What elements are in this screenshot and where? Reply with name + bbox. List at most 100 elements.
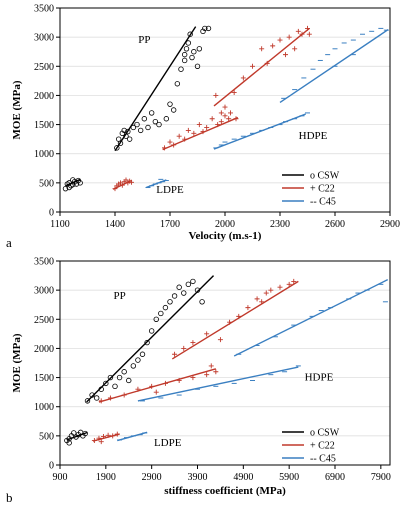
series-group-pp-csw xyxy=(84,275,215,404)
data-point xyxy=(153,316,159,322)
data-point xyxy=(204,124,210,130)
plot-area xyxy=(59,260,391,466)
data-point xyxy=(62,185,69,192)
data-point xyxy=(98,439,104,445)
data-point xyxy=(66,440,72,446)
data-point xyxy=(148,328,155,334)
trend-line xyxy=(92,433,120,442)
x-tick-label: 1700 xyxy=(160,219,180,230)
y-tick-label: 2000 xyxy=(34,344,54,355)
data-point xyxy=(107,374,114,381)
data-point xyxy=(148,110,155,116)
data-point xyxy=(222,104,228,110)
trend-line xyxy=(213,27,310,107)
data-point xyxy=(167,299,173,305)
x-tick-label: 1900 xyxy=(96,472,116,483)
x-tick-label: 2900 xyxy=(142,472,162,483)
data-point xyxy=(263,290,269,296)
data-point xyxy=(156,121,162,128)
data-point xyxy=(144,339,150,346)
panel-a: 0 500 1000 1500 2000 2500 3000 3500 1100 1400 1700… xyxy=(6,4,400,251)
data-point xyxy=(139,351,146,357)
series-group-hdpe-c22 xyxy=(98,363,219,404)
data-point xyxy=(141,116,148,122)
data-point xyxy=(153,389,159,395)
y-tick-label: 1000 xyxy=(34,149,54,160)
data-point xyxy=(185,40,192,46)
y-tick-label: 3000 xyxy=(34,33,54,44)
data-point xyxy=(125,128,131,135)
data-point xyxy=(208,363,214,369)
data-point xyxy=(176,133,182,139)
trend-line xyxy=(145,179,167,189)
legend-label: + C22 xyxy=(310,184,335,195)
data-point xyxy=(135,357,141,363)
data-point xyxy=(259,46,265,52)
data-point xyxy=(213,92,219,98)
data-point xyxy=(196,46,203,52)
y-tick-label: 2000 xyxy=(34,91,54,102)
data-point xyxy=(306,31,312,37)
y-tick-label: 3500 xyxy=(34,4,54,15)
data-point xyxy=(181,290,187,296)
data-point xyxy=(84,398,91,404)
series-group-pp-c45 xyxy=(233,279,389,357)
data-point xyxy=(199,299,205,305)
x-tick-label: 4900 xyxy=(233,472,253,483)
data-point xyxy=(283,52,288,58)
data-point xyxy=(222,113,228,119)
x-tick-label: 2300 xyxy=(270,219,290,230)
data-point xyxy=(250,63,255,69)
trend-line xyxy=(137,366,299,402)
legend-label: o CSW xyxy=(310,171,340,182)
series-group-ldpe-c45 xyxy=(145,178,169,189)
trend-line xyxy=(162,116,239,151)
series-group-pp-csw xyxy=(114,25,212,152)
series-group-ldpe-c45 xyxy=(117,431,148,442)
legend-label: -- C45 xyxy=(310,197,336,208)
data-point xyxy=(126,377,132,384)
data-point xyxy=(231,90,237,96)
trend-line xyxy=(117,431,148,442)
data-point xyxy=(270,43,276,49)
data-point xyxy=(130,363,137,369)
x-tick-label: 2600 xyxy=(325,219,345,230)
y-tick-label: 2500 xyxy=(34,315,54,326)
x-tick-label: 1400 xyxy=(105,219,125,230)
data-point xyxy=(268,287,274,293)
data-point xyxy=(286,281,292,287)
trend-line xyxy=(171,280,299,360)
data-point xyxy=(126,136,133,142)
series-group-pp-c22 xyxy=(171,278,299,360)
data-point xyxy=(228,110,233,116)
y-axis-title: MOE (MPa) xyxy=(11,80,23,139)
data-point xyxy=(292,46,298,52)
series-group-pp-c22 xyxy=(213,25,312,122)
data-point xyxy=(277,284,283,290)
data-point xyxy=(171,293,178,299)
data-point xyxy=(245,305,251,311)
x-tick-label: 2000 xyxy=(215,219,235,230)
y-tick-label: 500 xyxy=(39,431,54,442)
data-point xyxy=(191,130,197,136)
material-label: HDPE xyxy=(299,130,328,142)
data-point xyxy=(187,31,193,37)
legend: o CSW + C22 -- C45 xyxy=(282,171,340,208)
y-tick-label: 1500 xyxy=(34,120,54,131)
data-point xyxy=(183,46,190,52)
data-point xyxy=(93,395,100,401)
data-point xyxy=(121,369,127,375)
series-group-ldpe-csw xyxy=(64,429,88,446)
data-point xyxy=(130,124,137,131)
data-point xyxy=(217,337,223,343)
data-point xyxy=(202,25,208,32)
data-point xyxy=(170,107,177,113)
data-point xyxy=(158,310,164,317)
data-point xyxy=(295,28,301,34)
data-point xyxy=(190,278,196,285)
data-point xyxy=(218,110,224,116)
series-group-hdpe-c45 xyxy=(137,365,301,402)
data-point xyxy=(176,284,182,290)
data-point xyxy=(145,124,151,131)
